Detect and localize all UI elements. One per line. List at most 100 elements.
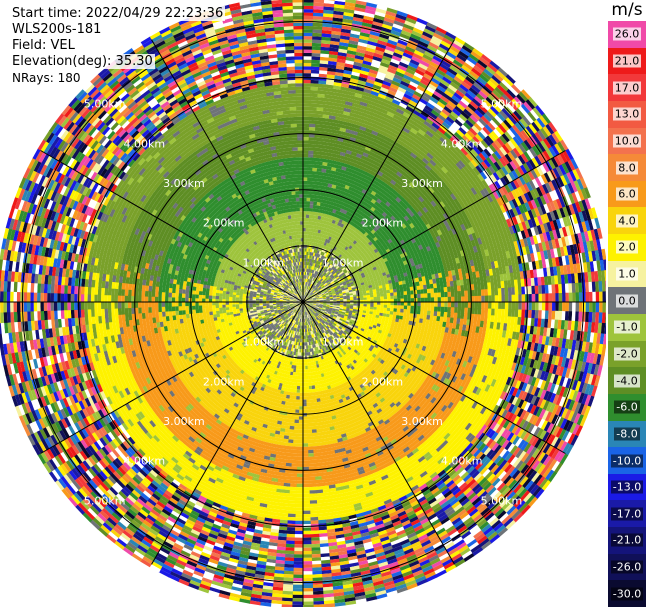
velocity-cell [350, 298, 354, 301]
velocity-cell [503, 280, 508, 289]
velocity-cell [357, 107, 366, 114]
velocity-cell [317, 215, 322, 220]
velocity-cell [311, 276, 314, 281]
velocity-cell [341, 166, 347, 171]
velocity-cell [348, 140, 356, 146]
velocity-cell [446, 312, 451, 318]
velocity-cell [332, 88, 341, 94]
velocity-cell [323, 13, 334, 18]
velocity-cell [320, 172, 327, 177]
velocity-cell [305, 282, 308, 286]
velocity-cell [305, 288, 307, 293]
velocity-cell [528, 309, 532, 319]
velocity-cell [349, 112, 358, 118]
velocity-cell [316, 253, 319, 258]
velocity-cell [347, 161, 354, 167]
velocity-cell [307, 272, 310, 276]
velocity-cell [379, 290, 384, 295]
velocity-cell [436, 282, 441, 289]
velocity-cell [335, 147, 342, 152]
velocity-cell [377, 93, 387, 100]
velocity-cell [511, 302, 516, 310]
velocity-cell [326, 204, 332, 209]
velocity-cell [396, 288, 401, 293]
velocity-cell [305, 265, 307, 269]
velocity-cell [309, 241, 312, 246]
velocity-cell [312, 208, 317, 212]
velocity-cell [316, 107, 324, 112]
velocity-cell [341, 145, 348, 150]
velocity-cell [316, 110, 324, 115]
velocity-cell [361, 22, 373, 28]
velocity-cell [481, 302, 485, 309]
velocity-cell [343, 107, 352, 113]
velocity-cell [303, 9, 314, 13]
velocity-cell [344, 104, 353, 110]
velocity-cell [323, 248, 327, 253]
velocity-cell [347, 175, 354, 181]
velocity-cell [304, 248, 307, 252]
velocity-cell [319, 205, 324, 210]
velocity-cell [406, 309, 411, 314]
velocity-cell [494, 308, 499, 317]
velocity-cell [504, 302, 509, 310]
velocity-cell [346, 298, 351, 301]
velocity-cell [304, 285, 306, 289]
velocity-cell [333, 177, 339, 183]
velocity-cell [319, 60, 329, 65]
velocity-cell [312, 211, 316, 216]
velocity-cell [356, 135, 364, 141]
velocity-cell [320, 226, 325, 231]
velocity-cell [342, 111, 351, 116]
velocity-cell [311, 218, 315, 222]
velocity-cell [318, 80, 327, 85]
velocity-cell [490, 281, 495, 290]
velocity-cell [303, 147, 309, 151]
velocity-cell [303, 231, 306, 235]
velocity-cell [312, 16, 324, 20]
velocity-cell [303, 217, 307, 222]
ppi-radar-plot: 1.00km2.00km3.00km4.00km5.00km1.00km2.00… [0, 0, 606, 607]
velocity-cell [393, 288, 397, 293]
velocity-cell [599, 302, 603, 314]
velocity-cell [333, 7, 345, 13]
velocity-cell [303, 234, 306, 239]
velocity-cell [315, 264, 319, 268]
velocity-cell [327, 64, 337, 69]
velocity-cell [384, 49, 395, 56]
velocity-cell [308, 143, 315, 148]
velocity-cell [339, 127, 347, 133]
velocity-cell [387, 67, 397, 75]
velocity-cell [447, 307, 451, 313]
velocity-cell [446, 281, 451, 288]
velocity-cell [334, 123, 342, 128]
velocity-cell [362, 91, 372, 98]
velocity-cell [325, 81, 335, 86]
velocity-cell [304, 281, 306, 286]
velocity-cell [334, 202, 339, 208]
velocity-cell [420, 306, 425, 311]
velocity-cell [568, 283, 573, 294]
velocity-cell [453, 285, 458, 292]
velocity-cell [325, 210, 330, 215]
velocity-cell [351, 106, 360, 112]
velocity-cell [318, 250, 322, 255]
velocity-cell [578, 302, 583, 313]
velocity-cell [317, 219, 321, 223]
velocity-cell [380, 293, 384, 297]
velocity-cell [303, 164, 309, 168]
velocity-cell [306, 289, 309, 293]
velocity-cell [352, 16, 364, 23]
velocity-cell [373, 296, 377, 300]
velocity-cell [378, 65, 389, 72]
velocity-cell [329, 50, 339, 56]
velocity-cell [378, 36, 389, 43]
velocity-cell [337, 161, 344, 167]
velocity-cell [337, 55, 347, 61]
velocity-cell [571, 283, 576, 294]
velocity-cell [309, 276, 312, 280]
velocity-cell [484, 289, 489, 297]
velocity-cell [390, 58, 401, 65]
velocity-cell [341, 117, 350, 123]
velocity-cell [361, 137, 369, 143]
